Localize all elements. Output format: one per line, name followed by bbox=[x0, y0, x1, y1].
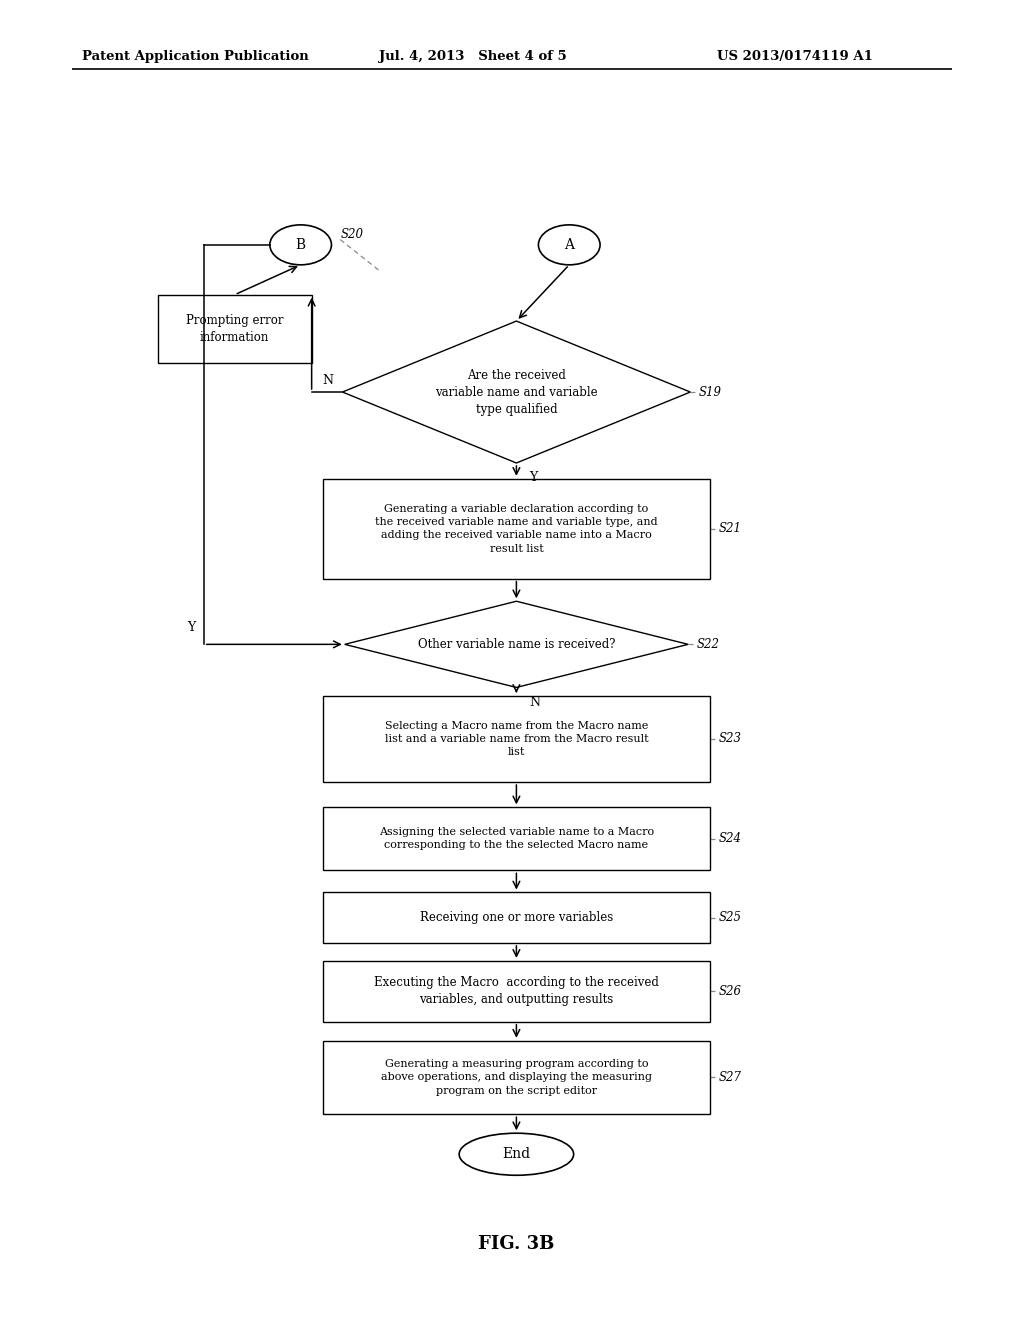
Text: Other variable name is received?: Other variable name is received? bbox=[418, 638, 615, 651]
Text: Assigning the selected variable name to a Macro
corresponding to the the selecte: Assigning the selected variable name to … bbox=[379, 828, 654, 850]
Text: US 2013/0174119 A1: US 2013/0174119 A1 bbox=[717, 50, 872, 63]
Text: S20: S20 bbox=[340, 228, 364, 240]
Text: Patent Application Publication: Patent Application Publication bbox=[82, 50, 308, 63]
Text: Executing the Macro  according to the received
variables, and outputting results: Executing the Macro according to the rec… bbox=[374, 977, 658, 1006]
Text: Y: Y bbox=[186, 620, 195, 634]
Text: S23: S23 bbox=[719, 733, 742, 746]
Text: Generating a variable declaration according to
the received variable name and va: Generating a variable declaration accord… bbox=[375, 504, 657, 553]
Text: S19: S19 bbox=[699, 385, 722, 399]
Text: Prompting error
information: Prompting error information bbox=[185, 314, 284, 345]
Text: S25: S25 bbox=[719, 911, 742, 924]
Text: Selecting a Macro name from the Macro name
list and a variable name from the Mac: Selecting a Macro name from the Macro na… bbox=[385, 721, 648, 758]
Text: Jul. 4, 2013   Sheet 4 of 5: Jul. 4, 2013 Sheet 4 of 5 bbox=[379, 50, 566, 63]
Text: S22: S22 bbox=[697, 638, 720, 651]
Text: A: A bbox=[564, 238, 574, 252]
Text: S27: S27 bbox=[719, 1071, 742, 1084]
Text: S24: S24 bbox=[719, 833, 742, 845]
Text: S26: S26 bbox=[719, 985, 742, 998]
Text: Receiving one or more variables: Receiving one or more variables bbox=[420, 911, 613, 924]
Text: FIG. 3B: FIG. 3B bbox=[478, 1234, 555, 1253]
Text: Generating a measuring program according to
above operations, and displaying the: Generating a measuring program according… bbox=[381, 1059, 652, 1096]
Text: N: N bbox=[323, 374, 334, 387]
Text: N: N bbox=[529, 696, 541, 709]
Text: Are the received
variable name and variable
type qualified: Are the received variable name and varia… bbox=[435, 368, 598, 416]
Text: Y: Y bbox=[529, 471, 538, 484]
Text: B: B bbox=[296, 238, 306, 252]
Text: S21: S21 bbox=[719, 523, 742, 535]
Text: End: End bbox=[503, 1147, 530, 1162]
